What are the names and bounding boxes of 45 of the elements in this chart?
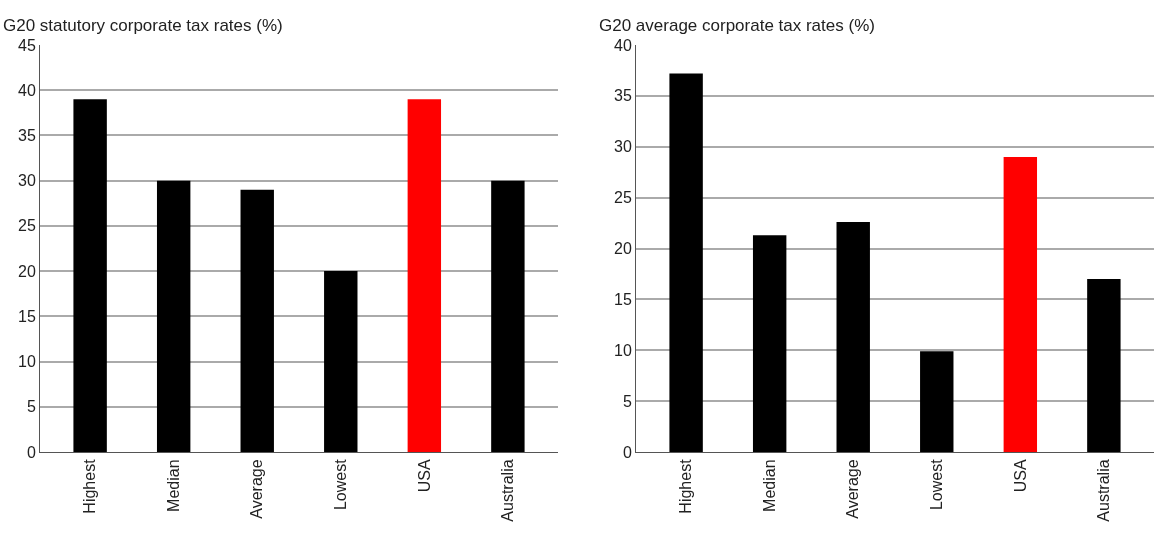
chart-title: G20 average corporate tax rates (%): [599, 16, 875, 35]
y-tick-label: 30: [18, 172, 36, 190]
y-tick-label: 30: [613, 138, 632, 156]
y-tick-label: 40: [613, 36, 632, 54]
y-tick-label: 5: [622, 392, 632, 410]
x-tick-label: USA: [1011, 459, 1029, 493]
y-tick-label: 45: [18, 36, 36, 54]
y-tick-label: 35: [613, 87, 632, 105]
x-tick-label: Highest: [81, 458, 99, 514]
x-tick-label: Lowest: [927, 458, 945, 511]
bar: [669, 73, 703, 452]
y-tick-label: 35: [18, 127, 36, 145]
x-tick-label: Average: [248, 459, 266, 519]
x-tick-label: Highest: [677, 458, 695, 514]
chart-title: G20 statutory corporate tax rates (%): [3, 16, 283, 35]
y-tick-label: 20: [613, 240, 632, 258]
x-tick-label: Median: [760, 459, 778, 512]
bar: [407, 99, 442, 452]
y-tick-label: 15: [613, 290, 632, 308]
x-tick-label: Median: [164, 459, 182, 512]
bar: [752, 235, 787, 452]
y-tick-label: 25: [18, 217, 36, 235]
bar: [491, 180, 525, 452]
y-tick-label: 0: [26, 443, 36, 461]
y-tick-label: 15: [18, 307, 36, 325]
y-tick-label: 25: [613, 189, 632, 207]
y-tick-label: 10: [18, 353, 36, 371]
x-tick-label: USA: [415, 459, 433, 493]
bar: [1003, 156, 1038, 452]
y-tick-label: 5: [26, 398, 36, 416]
x-tick-label: Australia: [1095, 459, 1113, 522]
y-tick-label: 10: [613, 341, 632, 359]
y-tick-label: 40: [18, 81, 36, 99]
x-tick-label: Australia: [499, 459, 517, 522]
bar: [73, 99, 107, 452]
bar: [240, 189, 274, 452]
y-tick-label: 0: [622, 443, 632, 461]
bar: [324, 271, 358, 452]
x-tick-label: Lowest: [331, 458, 349, 511]
y-tick-label: 20: [18, 262, 36, 280]
bar: [920, 351, 954, 452]
bar: [836, 222, 870, 452]
bar: [1087, 279, 1121, 452]
bar: [156, 180, 191, 452]
x-tick-label: Average: [844, 459, 862, 519]
